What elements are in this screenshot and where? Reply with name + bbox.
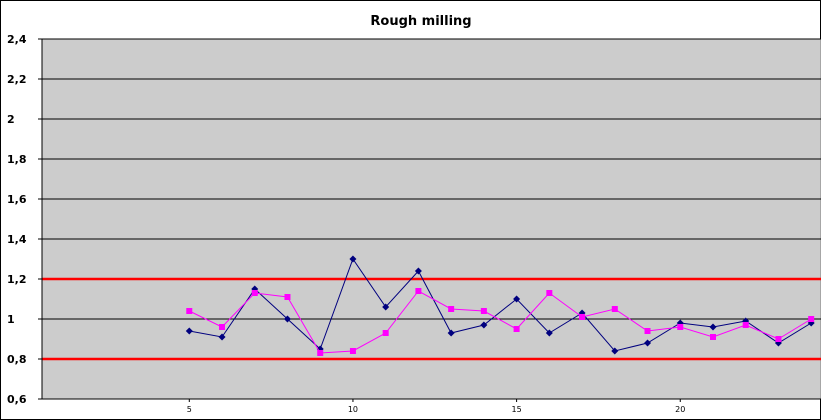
data-point [546, 290, 553, 296]
y-tick-label: 2,2 [7, 73, 27, 86]
plot-area [41, 38, 821, 400]
series-2 [186, 288, 815, 356]
data-point [218, 333, 226, 341]
data-series [185, 255, 815, 356]
data-point [644, 328, 651, 334]
data-point [709, 323, 717, 331]
x-tick-label: 15 [512, 405, 522, 414]
data-point [677, 324, 684, 330]
limit-lines [42, 277, 821, 361]
data-point [382, 303, 390, 311]
x-tick-label: 20 [675, 405, 685, 414]
x-tick-label: 10 [348, 405, 358, 414]
data-point [186, 308, 193, 314]
data-point [808, 316, 815, 322]
chart-title: Rough milling [370, 14, 471, 29]
data-point [480, 308, 487, 314]
y-tick-label: 1 [7, 313, 15, 326]
data-point [349, 348, 356, 354]
data-point [611, 347, 619, 355]
data-point [415, 288, 422, 294]
data-point [448, 306, 455, 312]
y-tick-label: 0,8 [7, 353, 27, 366]
y-axis: 0,6 0,8 1 1,2 1,4 1,6 1,8 2 2,2 2,4 [7, 33, 43, 406]
data-point [284, 294, 291, 300]
y-tick-label: 1,2 [7, 273, 27, 286]
data-point [709, 334, 716, 340]
y-tick-label: 1,8 [7, 153, 27, 166]
data-point [382, 330, 389, 336]
series-line [189, 257, 812, 352]
x-tick-label: 5 [187, 405, 192, 414]
y-tick-label: 0,6 [7, 393, 27, 406]
data-point [513, 326, 520, 332]
data-point [414, 267, 422, 275]
y-tick-label: 2,4 [7, 33, 27, 46]
data-point [251, 290, 258, 296]
data-point [317, 350, 324, 356]
series-line [189, 290, 812, 354]
data-point [742, 322, 749, 328]
data-point [644, 339, 652, 347]
data-point [480, 321, 488, 329]
y-tick-label: 1,4 [7, 233, 27, 246]
data-point [219, 324, 226, 330]
data-point [283, 315, 291, 323]
x-axis: 5 10 15 20 [42, 398, 821, 414]
data-point [611, 306, 618, 312]
data-point [775, 336, 782, 342]
data-point [579, 314, 586, 320]
y-tick-label: 2 [7, 113, 15, 126]
y-tick-label: 1,6 [7, 193, 27, 206]
data-point [545, 329, 553, 337]
data-point [349, 255, 357, 263]
data-point [185, 327, 193, 335]
data-point [447, 329, 455, 337]
data-point [513, 295, 521, 303]
